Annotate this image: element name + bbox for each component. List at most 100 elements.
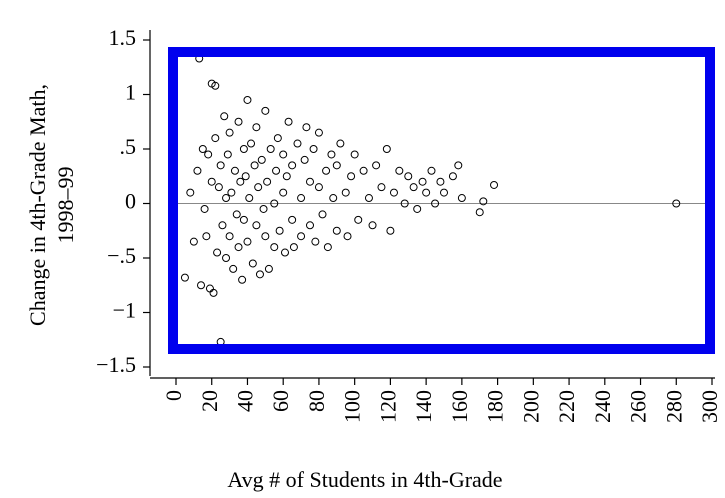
data-point	[302, 123, 311, 132]
x-tick-label: 120	[375, 390, 400, 423]
data-point	[200, 204, 209, 213]
data-point	[202, 232, 211, 241]
data-point	[436, 177, 445, 186]
data-point	[197, 281, 206, 290]
data-point	[229, 264, 238, 273]
data-point	[323, 243, 332, 252]
data-point	[236, 177, 245, 186]
data-point	[273, 134, 282, 143]
data-point	[259, 204, 268, 213]
data-point	[389, 188, 398, 197]
data-point	[309, 145, 318, 153]
y-tick-label: −1	[113, 298, 136, 323]
data-point	[209, 288, 218, 297]
data-point	[311, 237, 320, 246]
y-axis-title: 1998–99	[53, 167, 78, 244]
y-tick-label: 1	[125, 80, 136, 105]
data-point	[332, 161, 341, 170]
data-point	[180, 273, 189, 282]
data-point	[247, 139, 256, 148]
data-point	[264, 264, 273, 273]
data-point	[306, 177, 314, 186]
data-point	[272, 166, 281, 175]
data-point	[306, 221, 314, 230]
y-tick-label: .5	[120, 134, 137, 159]
data-point	[266, 145, 275, 153]
data-point	[213, 248, 222, 257]
data-point	[332, 226, 341, 235]
data-point	[427, 166, 436, 175]
x-tick-label: 260	[626, 390, 651, 423]
data-point	[364, 194, 373, 203]
data-point	[207, 177, 216, 186]
x-tick-label: 280	[661, 390, 686, 423]
data-point	[368, 221, 377, 230]
data-point	[239, 215, 248, 224]
data-point	[475, 208, 484, 217]
data-point	[350, 150, 359, 159]
x-tick-label: 200	[518, 390, 543, 423]
data-point	[386, 226, 395, 235]
data-point	[193, 166, 202, 175]
data-point	[243, 237, 252, 246]
data-point	[300, 155, 309, 164]
x-axis-title: Avg # of Students in 4th-Grade	[227, 467, 502, 492]
data-point	[230, 166, 239, 175]
x-tick-label: 300	[697, 390, 722, 423]
data-point	[314, 128, 323, 137]
data-point	[270, 199, 279, 208]
data-point	[490, 180, 499, 189]
data-point	[418, 177, 427, 186]
data-point	[413, 204, 422, 213]
data-point	[409, 183, 418, 192]
data-point	[223, 150, 232, 159]
data-point	[257, 155, 266, 164]
data-point	[279, 188, 288, 197]
data-point	[448, 172, 457, 181]
data-point	[248, 259, 257, 268]
x-tick-label: 140	[411, 390, 436, 423]
data-point	[222, 194, 231, 203]
data-point	[220, 112, 229, 121]
data-point	[263, 177, 272, 186]
data-point	[279, 150, 288, 159]
data-point	[204, 150, 213, 159]
plot-area	[176, 54, 712, 346]
x-tick-label: 80	[304, 390, 329, 412]
data-point	[250, 161, 259, 170]
data-point	[297, 232, 306, 241]
data-point	[245, 194, 254, 203]
data-point	[395, 166, 404, 175]
data-point	[404, 172, 413, 181]
data-point	[189, 237, 198, 246]
data-point	[198, 145, 207, 153]
data-point	[347, 172, 356, 181]
data-point	[275, 226, 284, 235]
x-tick-label: 220	[554, 390, 579, 423]
data-point	[314, 183, 323, 192]
data-point	[297, 194, 306, 203]
data-point	[232, 210, 241, 219]
y-tick-label: 1.5	[109, 25, 137, 50]
data-point	[261, 232, 270, 241]
data-point	[431, 199, 440, 208]
data-point	[252, 221, 261, 230]
data-point	[440, 188, 448, 197]
data-point	[261, 106, 270, 115]
data-point	[241, 172, 250, 181]
data-point	[457, 194, 466, 203]
data-point	[372, 161, 381, 170]
x-tick-label: 0	[161, 390, 186, 401]
data-point	[322, 166, 331, 175]
x-tick-label: 180	[483, 390, 508, 423]
data-point	[254, 183, 263, 192]
data-point	[329, 194, 338, 203]
y-axis-title: Change in 4th-Grade Math,	[25, 84, 50, 326]
data-point	[293, 139, 302, 148]
data-point	[205, 284, 214, 293]
data-point	[479, 197, 488, 206]
data-point	[211, 134, 220, 143]
data-point	[288, 161, 297, 170]
data-point	[359, 166, 368, 175]
